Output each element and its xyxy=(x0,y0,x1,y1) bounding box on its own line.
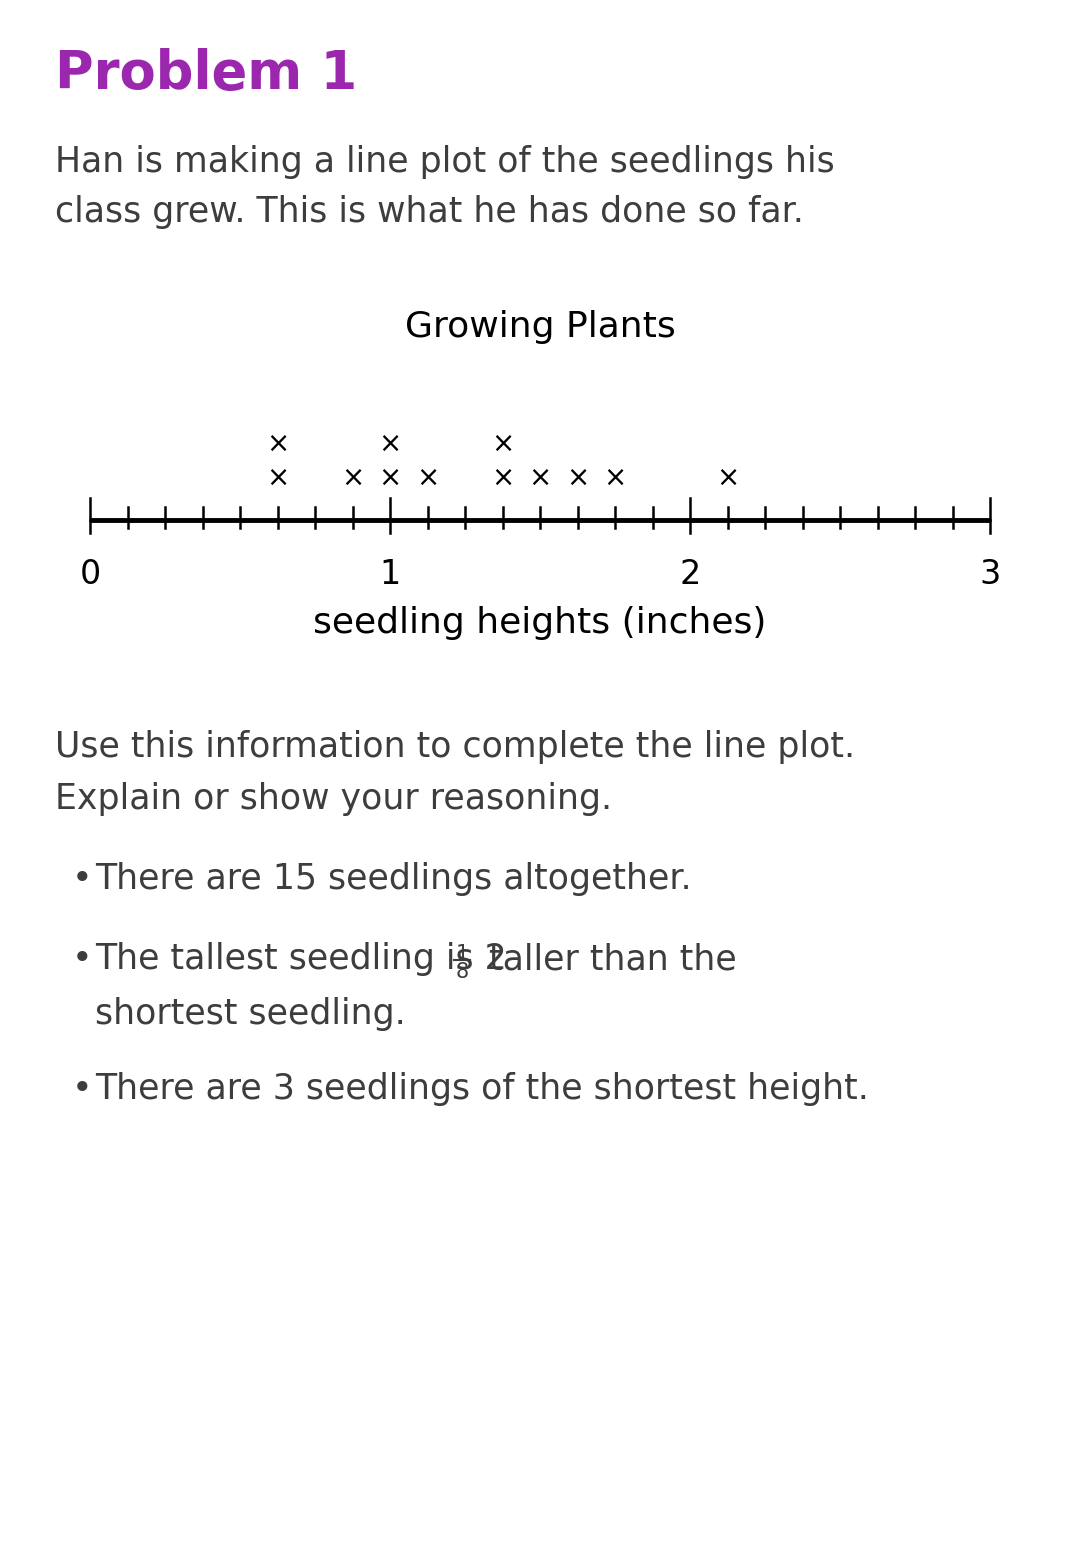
Text: ×: × xyxy=(566,465,589,493)
Text: ×: × xyxy=(341,465,364,493)
Text: Han is making a line plot of the seedlings his: Han is making a line plot of the seedlin… xyxy=(55,145,835,179)
Text: ×: × xyxy=(604,465,626,493)
Text: ×: × xyxy=(378,429,402,459)
Text: Problem 1: Problem 1 xyxy=(55,48,357,100)
Text: Growing Plants: Growing Plants xyxy=(405,310,675,344)
Text: ×: × xyxy=(378,465,402,493)
Text: class grew. This is what he has done so far.: class grew. This is what he has done so … xyxy=(55,195,804,229)
Text: ×: × xyxy=(266,429,289,459)
Text: Explain or show your reasoning.: Explain or show your reasoning. xyxy=(55,781,612,815)
Text: There are 15 seedlings altogether.: There are 15 seedlings altogether. xyxy=(95,862,691,896)
Text: 8: 8 xyxy=(456,962,469,982)
Text: ×: × xyxy=(416,465,440,493)
Text: 1: 1 xyxy=(379,557,401,591)
Text: seedling heights (inches): seedling heights (inches) xyxy=(313,605,767,641)
Text: ×: × xyxy=(716,465,739,493)
Text: •: • xyxy=(72,1072,93,1106)
Text: There are 3 seedlings of the shortest height.: There are 3 seedlings of the shortest he… xyxy=(95,1072,869,1106)
Text: shortest seedling.: shortest seedling. xyxy=(95,997,406,1031)
Text: The tallest seedling is 2: The tallest seedling is 2 xyxy=(95,942,507,976)
Text: •: • xyxy=(72,862,93,896)
Text: 2: 2 xyxy=(679,557,701,591)
Text: ×: × xyxy=(528,465,552,493)
Text: 3: 3 xyxy=(980,557,1001,591)
Text: •: • xyxy=(72,942,93,976)
Text: 1: 1 xyxy=(456,943,469,963)
Text: ×: × xyxy=(491,465,514,493)
Text: 0: 0 xyxy=(79,557,100,591)
Text: Use this information to complete the line plot.: Use this information to complete the lin… xyxy=(55,730,855,764)
Text: taller than the: taller than the xyxy=(478,942,737,976)
Text: ×: × xyxy=(266,465,289,493)
Text: ×: × xyxy=(491,429,514,459)
